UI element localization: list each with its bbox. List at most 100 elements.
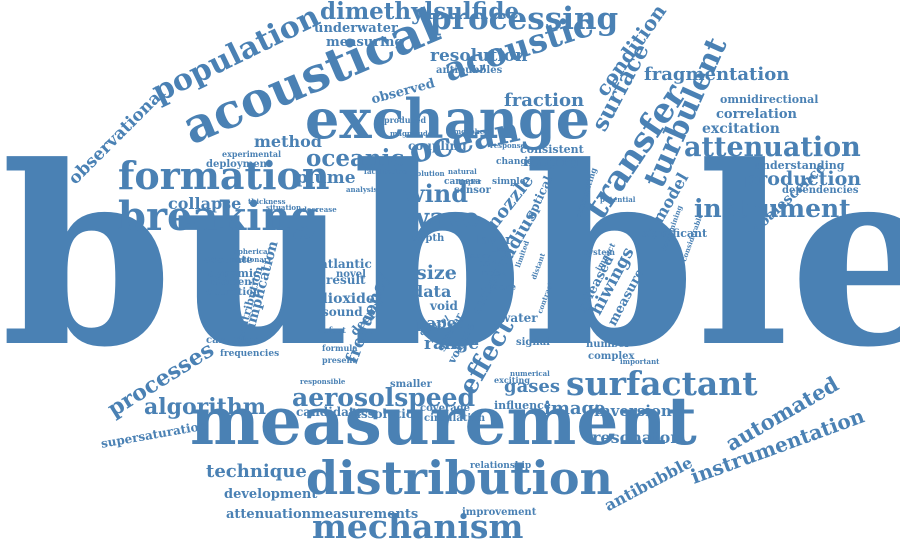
cloud-word-paper: paper (416, 314, 465, 332)
cloud-word-neck: neck (482, 269, 506, 279)
cloud-word-deployment: deployment (206, 159, 272, 170)
cloud-word-numerical: numerical (510, 369, 550, 378)
cloud-word-sound: sound (322, 305, 363, 319)
cloud-word-candidate: candidate (296, 405, 363, 419)
cloud-word-atlantic: atlantic (320, 257, 372, 271)
cloud-word-range: range (424, 334, 480, 354)
cloud-word-omnidirectional: omnidirectional (720, 93, 819, 106)
cloud-word-formula: formula (322, 343, 358, 353)
cloud-word-result: result (326, 273, 366, 287)
cloud-word-simple: simple (492, 177, 526, 187)
cloud-word-dependencies: dependencies (782, 185, 859, 196)
cloud-word-fragmentation: fragmentation (644, 64, 790, 85)
cloud-word-signal: signal (516, 337, 550, 348)
cloud-word-collapse: collapse (168, 194, 242, 213)
cloud-word-novel: novel (336, 269, 366, 280)
cloud-word-sensor: sensor (454, 185, 491, 196)
cloud-word-operation: operation (206, 287, 261, 298)
cloud-word-antibubble: antibubble (601, 452, 696, 516)
cloud-word-coverage: coverage (420, 403, 471, 414)
cloud-word-understanding: understanding (754, 159, 845, 172)
cloud-word-attenuationmeasurements: attenuationmeasurements (226, 507, 419, 522)
cloud-word-facilitating: facilitating (364, 167, 408, 176)
cloud-word-aerosolspeed: aerosolspeed (292, 383, 476, 412)
cloud-word-improvement: improvement (462, 507, 537, 518)
cloud-word-magnitude: magnitude (390, 129, 433, 138)
cloud-word-water: water (500, 311, 538, 325)
cloud-word-number: number (586, 339, 630, 350)
cloud-word-mechanism: mechanism (312, 507, 524, 546)
cloud-word-upper: upper (458, 177, 482, 186)
cloud-word-thickness: thickness (248, 197, 286, 206)
cloud-word-time: time (492, 245, 510, 254)
cloud-word-void: void (430, 299, 458, 313)
cloud-word-algorithm: algorithm (144, 394, 267, 420)
cloud-word-measuring: measuring (326, 35, 404, 50)
cloud-word-complex: complex (588, 351, 635, 362)
cloud-word-situation: situation (266, 203, 302, 212)
cloud-word-wind: wind (404, 179, 469, 208)
cloud-word-influence: influence (494, 399, 551, 412)
cloud-word-bubble: bubble (0, 113, 900, 402)
cloud-word-produced: produced (384, 115, 427, 125)
cloud-word-spherical: spherical (234, 247, 271, 256)
cloud-word-surfactant: surfactant (566, 364, 758, 403)
cloud-word-antibubbles: antibubbles (436, 65, 503, 76)
cloud-word-moment: moment (210, 277, 257, 288)
cloud-word-evolution: evolution (408, 169, 445, 178)
cloud-word-underwater: underwater (314, 21, 398, 36)
cloud-word-potential: potential (600, 195, 636, 204)
cloud-word-study: study (470, 251, 492, 260)
cloud-word-smaller: smaller (390, 379, 432, 390)
cloud-word-dioxide: dioxide (318, 291, 375, 307)
cloud-word-image: image (544, 398, 606, 419)
cloud-word-measurement: measurement (190, 382, 697, 460)
cloud-word-more: more (490, 283, 516, 293)
cloud-word-resonator: resonator (592, 428, 679, 447)
cloud-word-dissolution: dissolution (348, 407, 423, 421)
cloud-word-responsible: responsible (300, 377, 346, 386)
cloud-word-decrease: decrease (302, 205, 337, 214)
cloud-word-camera: camera (444, 177, 482, 187)
cloud-word-frequencies: frequencies (220, 349, 280, 359)
cloud-word-attenuation: attenuation (684, 132, 861, 163)
cloud-word-change: change (496, 157, 533, 167)
cloud-word-resolution: resolution (430, 46, 528, 66)
cloud-word-coupling: coupling (408, 139, 467, 153)
cloud-word-wave: wave (406, 203, 480, 234)
cloud-word-natural: natural (448, 167, 477, 176)
cloud-word-method: method (254, 132, 322, 151)
cloud-word-present: present (322, 355, 357, 365)
cloud-word-technique: technique (206, 461, 307, 482)
cloud-word-part: part (478, 259, 500, 269)
cloud-word-exchange: exchange (305, 87, 591, 151)
cloud-word-significant: significant (642, 227, 708, 240)
cloud-word-excitation: excitation (702, 121, 780, 137)
cloud-word-response: response (490, 141, 526, 150)
cloud-word-dynamic: dynamic (208, 267, 260, 280)
cloud-word-experimental: experimental (222, 149, 282, 159)
cloud-word-development: development (224, 487, 318, 502)
cloud-word-atmosphere: atmosphere (446, 127, 493, 136)
cloud-word-circulation: circulation (424, 413, 486, 424)
cloud-word-plume: plume (296, 168, 356, 188)
cloud-word-gases: gases (504, 376, 560, 397)
cloud-word-relationship: relationship (470, 461, 532, 471)
cloud-word-accurate: accurate (204, 255, 253, 266)
cloud-word-fraction: fraction (504, 90, 585, 111)
cloud-word-analysis: analysis (346, 185, 378, 194)
cloud-word-oceanic: oceanic (306, 145, 405, 172)
cloud-word-instrument: instrument (694, 194, 851, 223)
cloud-word-layer: layer (476, 233, 513, 248)
cloud-word-correlation: correlation (716, 107, 797, 122)
cloud-word-defect: defect (318, 325, 346, 335)
cloud-word-campaign: campaign (206, 335, 261, 346)
cloud-word-distribution: distribution (306, 451, 613, 505)
cloud-word-system: system (584, 247, 615, 257)
cloud-word-formation: formation (118, 153, 330, 198)
cloud-word-breaking: breaking (118, 193, 319, 240)
cloud-word-imaging: imaging (524, 155, 580, 169)
cloud-word-inversion: inversion (594, 402, 672, 420)
cloud-word-important: important (620, 357, 660, 366)
